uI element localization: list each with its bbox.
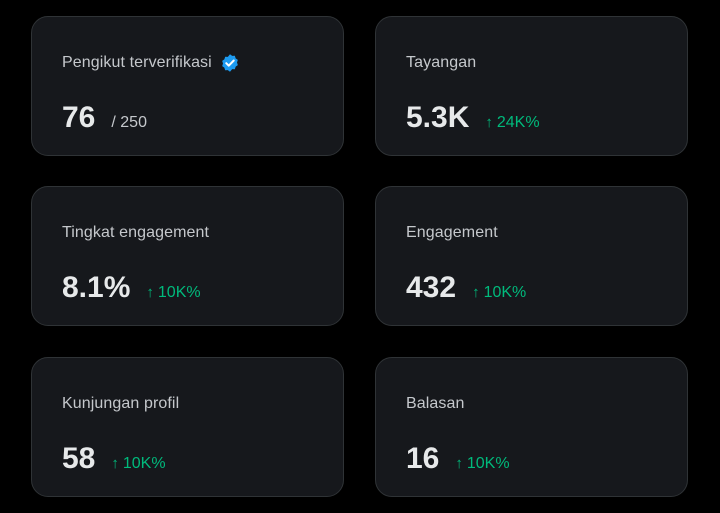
card-delta-value: 10K% — [483, 284, 527, 301]
card-delta-value: 10K% — [157, 284, 201, 301]
verified-badge-icon — [220, 53, 240, 73]
card-label-row: Tingkat engagement — [62, 223, 209, 243]
card-delta: ↑ 24K% — [485, 114, 539, 132]
card-delta-value: 10K% — [466, 455, 510, 472]
card-value: 58 — [62, 442, 96, 475]
card-delta: ↑ 10K% — [111, 455, 165, 473]
card-value-row: 8.1% ↑ 10K% — [62, 271, 201, 305]
card-value: 8.1% — [62, 271, 131, 304]
card-label: Kunjungan profil — [62, 395, 180, 412]
card-value-row: 5.3K ↑ 24K% — [406, 101, 540, 135]
card-label-row: Tayangan — [406, 53, 476, 73]
stat-card-profile-visits[interactable]: Kunjungan profil 58 ↑ 10K% — [31, 357, 344, 497]
card-label-row: Engagement — [406, 223, 498, 243]
stat-card-engagement[interactable]: Engagement 432 ↑ 10K% — [375, 186, 688, 326]
card-label: Balasan — [406, 395, 465, 412]
card-delta: ↑ 10K% — [146, 284, 200, 302]
card-total: / 250 — [111, 114, 147, 131]
card-delta-value: 24K% — [496, 114, 540, 131]
card-delta-value: 10K% — [122, 455, 166, 472]
card-delta: ↑ 10K% — [472, 284, 526, 302]
card-label-row: Balasan — [406, 394, 465, 414]
arrow-up-icon: ↑ — [455, 455, 463, 472]
card-delta: ↑ 10K% — [455, 455, 509, 473]
stat-card-verified-followers[interactable]: Pengikut terverifikasi 76 / 250 — [31, 16, 344, 156]
card-value: 5.3K — [406, 101, 470, 134]
card-label: Tayangan — [406, 54, 477, 71]
arrow-up-icon: ↑ — [111, 455, 119, 472]
card-label-row: Kunjungan profil — [62, 394, 179, 414]
card-label: Tingkat engagement — [62, 224, 210, 241]
stat-card-impressions[interactable]: Tayangan 5.3K ↑ 24K% — [375, 16, 688, 156]
arrow-up-icon: ↑ — [485, 114, 493, 131]
card-label: Pengikut terverifikasi — [62, 54, 212, 71]
stat-card-replies[interactable]: Balasan 16 ↑ 10K% — [375, 357, 688, 497]
card-value-row: 16 ↑ 10K% — [406, 442, 510, 476]
card-value: 76 — [62, 101, 96, 134]
card-label-row: Pengikut terverifikasi — [62, 53, 240, 73]
arrow-up-icon: ↑ — [472, 284, 480, 301]
card-label: Engagement — [406, 224, 498, 241]
card-value: 432 — [406, 271, 457, 304]
stat-card-engagement-rate[interactable]: Tingkat engagement 8.1% ↑ 10K% — [31, 186, 344, 326]
card-value-row: 432 ↑ 10K% — [406, 271, 526, 305]
card-value-row: 76 / 250 — [62, 101, 147, 135]
card-value: 16 — [406, 442, 440, 475]
card-value-row: 58 ↑ 10K% — [62, 442, 166, 476]
arrow-up-icon: ↑ — [146, 284, 154, 301]
